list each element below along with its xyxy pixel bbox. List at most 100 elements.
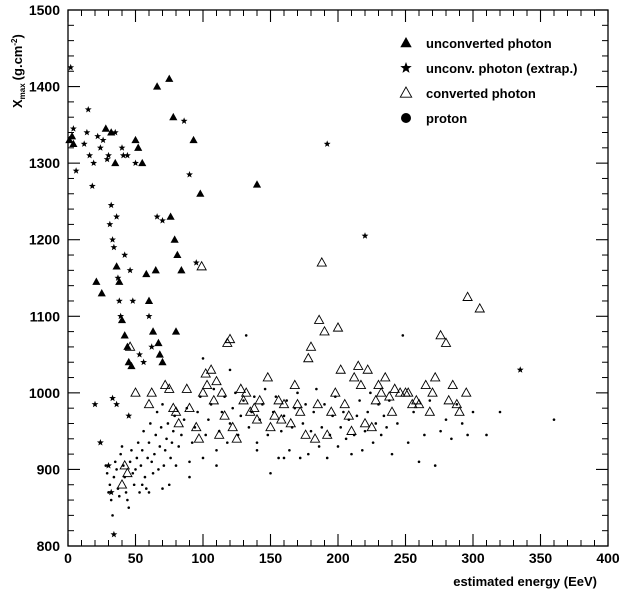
data-point: [325, 456, 329, 460]
data-point: [377, 403, 380, 406]
data-point: [450, 437, 453, 441]
data-point: [498, 410, 502, 414]
data-point: [132, 159, 139, 167]
data-point: [236, 433, 240, 437]
data-point: [305, 341, 317, 351]
data-point: [265, 421, 276, 432]
data-point: [382, 414, 386, 418]
data-point: [201, 357, 205, 360]
data-point: [328, 433, 332, 437]
data-point: [116, 487, 120, 490]
y-axis-label: Xmax (g.cm-2): [10, 34, 27, 108]
data-point: [113, 460, 117, 464]
data-point: [105, 462, 112, 469]
data-point: [131, 135, 140, 144]
data-point: [172, 429, 175, 433]
data-point: [298, 456, 302, 460]
y-tick-label: 1300: [29, 155, 60, 171]
data-point: [190, 421, 202, 432]
data-point: [101, 124, 110, 132]
data-point: [227, 421, 239, 432]
data-point: [217, 429, 221, 433]
x-tick-label: 100: [191, 550, 215, 566]
data-point: [119, 459, 131, 470]
data-point: [385, 426, 388, 429]
data-point: [107, 128, 116, 136]
data-point: [110, 530, 118, 538]
data-point: [443, 394, 455, 405]
data-point: [196, 189, 205, 197]
data-point: [188, 460, 191, 464]
data-point: [111, 128, 119, 136]
data-point: [204, 433, 207, 437]
y-axis-label-close: ): [10, 34, 25, 38]
data-point: [271, 410, 275, 414]
data-point: [173, 414, 176, 418]
data-point: [242, 399, 245, 402]
data-point: [121, 251, 129, 258]
data-point: [151, 266, 160, 274]
data-point: [158, 357, 167, 366]
series-star: [67, 63, 524, 538]
data-point: [336, 445, 340, 448]
data-point: [117, 315, 127, 324]
data-point: [212, 387, 216, 391]
data-point: [226, 441, 229, 444]
data-point: [424, 406, 436, 416]
data-point: [157, 468, 160, 471]
data-point: [201, 456, 205, 460]
data-point: [130, 448, 133, 452]
data-point: [97, 289, 106, 297]
data-point: [171, 327, 181, 335]
data-point: [223, 395, 226, 398]
data-point: [274, 395, 278, 398]
data-point: [329, 387, 341, 397]
data-point: [105, 151, 112, 159]
x-tick-label: 350: [529, 550, 553, 566]
data-point: [122, 464, 125, 467]
data-point: [312, 410, 316, 414]
data-point: [69, 125, 77, 132]
data-point: [466, 433, 469, 437]
data-point: [253, 395, 256, 398]
data-point: [169, 112, 178, 121]
data-point: [244, 334, 248, 337]
data-point: [147, 441, 151, 444]
data-point: [174, 464, 178, 467]
data-point: [302, 352, 314, 363]
data-point: [167, 483, 171, 487]
data-point: [220, 410, 224, 414]
axes: 0 50 100 150 200 250 300 350 400 800 900 1000 1100 12…: [29, 2, 620, 566]
data-point: [216, 387, 228, 397]
data-point: [92, 277, 101, 285]
data-point: [105, 471, 109, 475]
data-point: [173, 417, 185, 428]
data-point: [373, 379, 384, 390]
legend-marker: [400, 62, 412, 73]
data-point: [254, 394, 266, 405]
data-point: [166, 212, 175, 220]
data-point: [110, 243, 118, 251]
data-point: [386, 406, 398, 416]
data-point: [309, 429, 313, 433]
data-point: [166, 422, 170, 425]
data-point: [125, 412, 133, 419]
data-points: [65, 63, 556, 538]
data-point: [196, 260, 207, 271]
y-tick-label: 1400: [29, 79, 60, 95]
data-point: [275, 413, 287, 424]
data-point: [111, 514, 114, 517]
data-point: [359, 417, 371, 428]
legend-label: unconverted photon: [426, 36, 552, 51]
data-point: [334, 395, 337, 398]
data-point: [228, 422, 232, 425]
data-point: [323, 140, 331, 147]
legend-item: proton: [401, 111, 467, 126]
data-point: [460, 387, 472, 397]
data-point: [224, 333, 236, 344]
data-point: [162, 464, 166, 467]
data-point: [145, 312, 153, 320]
data-point: [396, 422, 399, 425]
data-point: [355, 379, 367, 390]
data-point: [177, 266, 186, 274]
